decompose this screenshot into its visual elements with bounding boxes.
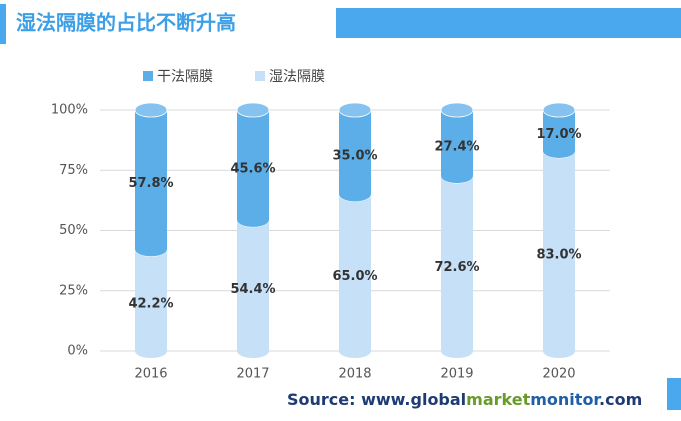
y-tick-label: 100%: [51, 103, 88, 118]
cylinder: [440, 102, 474, 184]
bar: [441, 176, 473, 358]
value-label: 45.6%: [230, 161, 275, 176]
cylinder: [338, 102, 372, 202]
value-label: 57.8%: [128, 176, 173, 191]
value-label: 72.6%: [434, 260, 479, 275]
bar: [543, 110, 575, 158]
x-tick-label: 2019: [440, 367, 473, 382]
source-part: global: [411, 390, 467, 409]
y-tick-label: 25%: [59, 283, 88, 298]
y-tick-label: 75%: [59, 163, 88, 178]
legend-swatch: [143, 71, 153, 81]
bar: [339, 110, 371, 202]
legend-label: 干法隔膜: [157, 69, 213, 85]
cylinder: [542, 102, 576, 158]
bar: [135, 249, 167, 358]
cylinder-top: [338, 102, 372, 118]
legend-label: 湿法隔膜: [269, 69, 325, 85]
legend-swatch: [255, 71, 265, 81]
bar: [339, 194, 371, 358]
source-part: .com: [599, 390, 642, 409]
x-tick-label: 2020: [542, 367, 575, 382]
source: Source: www.globalmarketmonitor.com: [287, 390, 642, 409]
chart-title: 湿法隔膜的占比不断升高: [16, 11, 236, 35]
x-tick-label: 2018: [338, 367, 371, 382]
value-label: 27.4%: [434, 140, 479, 155]
x-tick-label: 2016: [134, 367, 167, 382]
x-tick-label: 2017: [236, 367, 269, 382]
title-accent: [0, 4, 6, 44]
cylinder-top: [542, 102, 576, 118]
source-part: Source: www.: [287, 390, 411, 409]
value-label: 42.2%: [128, 297, 173, 312]
bar: [237, 110, 269, 227]
bar: [543, 150, 575, 358]
cylinder-top: [236, 102, 270, 118]
corner-band: [667, 378, 681, 410]
value-label: 35.0%: [332, 149, 377, 164]
y-tick-label: 50%: [59, 223, 88, 238]
bar: [441, 110, 473, 184]
cylinder-top: [440, 102, 474, 118]
y-tick-label: 0%: [67, 344, 88, 359]
bar: [237, 219, 269, 358]
cylinder-top: [134, 102, 168, 118]
cylinder: [236, 102, 270, 227]
source-part: monitor: [530, 390, 601, 409]
value-label: 83.0%: [536, 247, 581, 262]
source-part: market: [466, 390, 530, 409]
value-label: 54.4%: [230, 282, 275, 297]
bar: [135, 110, 167, 257]
header-band: [336, 8, 681, 38]
value-label: 65.0%: [332, 269, 377, 284]
cylinder: [134, 102, 168, 257]
value-label: 17.0%: [536, 127, 581, 142]
